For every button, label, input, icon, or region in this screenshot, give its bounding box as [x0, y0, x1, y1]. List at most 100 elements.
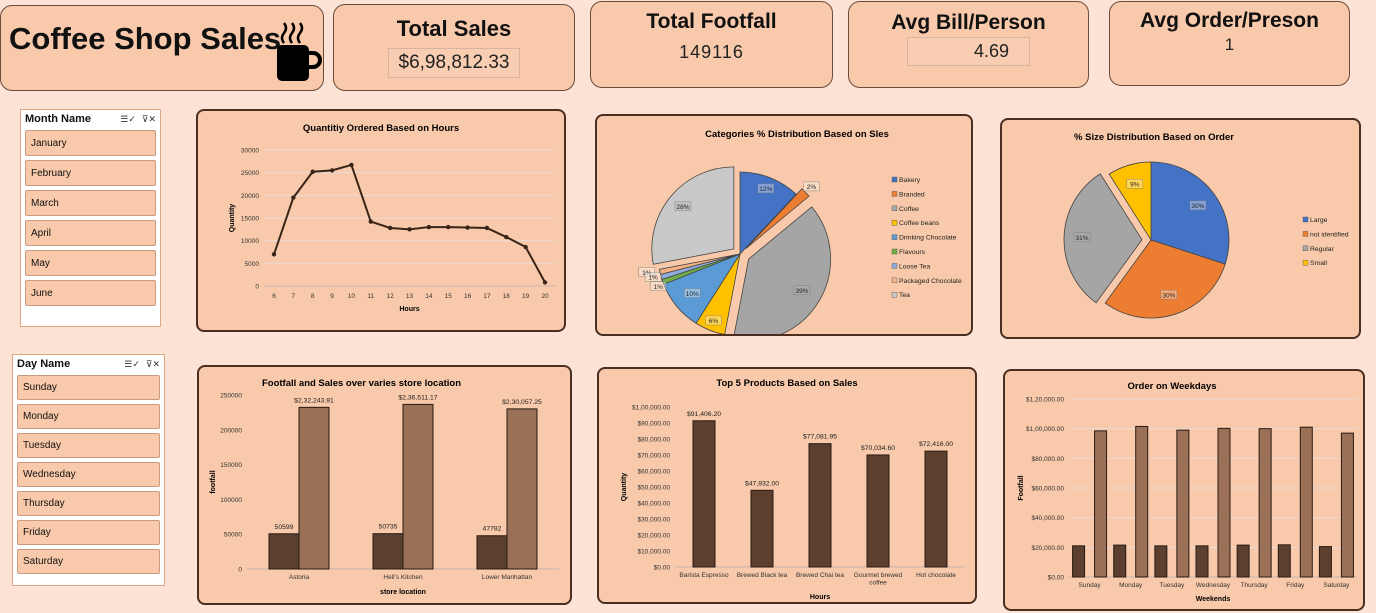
- chart-title: % Size Distribution Based on Order: [1074, 132, 1234, 143]
- chart-title: Top 5 Products Based on Sales: [716, 378, 857, 389]
- data-label: 1%: [642, 270, 652, 277]
- bar: [1195, 545, 1209, 578]
- clear-filter-icon[interactable]: ⊽✕: [141, 113, 156, 124]
- bar: [1340, 432, 1354, 578]
- x-tick-label: 17: [483, 293, 491, 300]
- bar: [298, 406, 330, 570]
- y-tick-label: 10000: [241, 238, 259, 245]
- series-line: [273, 163, 546, 283]
- legend-label: not identified: [1310, 231, 1349, 238]
- x-tick-label: 10: [348, 293, 356, 300]
- legend-swatch: [1302, 259, 1309, 266]
- chart-title: Order on Weekdays: [1127, 381, 1216, 392]
- pie-slice: [658, 253, 741, 275]
- x-tick-label: Friday: [1286, 582, 1305, 589]
- data-label-box: [650, 281, 667, 291]
- data-label: $72,416.00: [919, 441, 953, 448]
- total-footfall-card: Total Footfall 149116: [590, 1, 833, 88]
- x-tick-label: 18: [503, 293, 511, 300]
- slicer-item-tuesday[interactable]: Tuesday: [17, 433, 160, 458]
- stores-bar-chart: Footfall and Sales over varies store loc…: [197, 365, 572, 605]
- legend-swatch: [891, 263, 898, 269]
- legend-swatch: [891, 248, 898, 255]
- data-label: $91,406.20: [687, 411, 721, 418]
- slicer-item-wednesday[interactable]: Wednesday: [17, 462, 160, 487]
- data-point: [349, 162, 354, 168]
- bar: [476, 535, 508, 570]
- y-tick-label: 30000: [241, 148, 259, 155]
- slicer-item-saturday[interactable]: Saturday: [17, 549, 160, 574]
- slicer-item-friday[interactable]: Friday: [17, 520, 160, 545]
- y-tick-label: 200000: [220, 427, 242, 434]
- data-label-box: [1126, 179, 1144, 189]
- slicer-item-february[interactable]: February: [25, 160, 156, 186]
- y-tick-label: 25000: [241, 170, 259, 177]
- total-sales-value: $6,98,812.33: [387, 48, 521, 78]
- y-tick-label: $60,000.00: [637, 469, 670, 476]
- legend-swatch: [1302, 245, 1309, 252]
- avg-bill-card: Avg Bill/Person 4.69: [848, 1, 1089, 88]
- bar: [1176, 429, 1190, 578]
- y-tick-label: $10,000.00: [637, 549, 670, 556]
- multi-select-icon[interactable]: ☰✓: [120, 113, 136, 124]
- x-tick-label: Hot chocolate: [916, 572, 956, 579]
- slicer-item-january[interactable]: January: [25, 130, 156, 156]
- total-footfall-value: 149116: [679, 42, 744, 62]
- legend-swatch: [891, 219, 898, 226]
- data-label: 12%: [759, 186, 772, 193]
- total-sales-card: Total Sales $6,98,812.33: [333, 4, 575, 91]
- slicer-item-may[interactable]: May: [25, 250, 156, 276]
- multi-select-icon[interactable]: ☰✓: [124, 358, 140, 369]
- data-label-box: [1189, 200, 1207, 211]
- month-slicer-title: Month Name: [25, 113, 91, 125]
- slicer-item-sunday[interactable]: Sunday: [17, 375, 160, 400]
- data-label: $2,30,057.25: [502, 399, 542, 406]
- x-axis-title: store location: [380, 589, 426, 596]
- y-axis-title: footfall: [210, 470, 217, 493]
- total-sales-label: Total Sales: [396, 16, 512, 41]
- slicer-item-june[interactable]: June: [25, 280, 156, 306]
- x-tick-label: Tuesday: [1160, 582, 1185, 589]
- x-tick-label: 7: [292, 293, 296, 300]
- x-tick-label: 6: [272, 293, 276, 300]
- slicer-item-thursday[interactable]: Thursday: [17, 491, 160, 516]
- y-tick-label: 5000: [245, 261, 260, 268]
- data-point: [504, 234, 509, 240]
- y-tick-label: $60,000.00: [1031, 486, 1064, 493]
- data-point: [446, 224, 451, 230]
- y-tick-label: 250000: [220, 393, 242, 400]
- bar: [1135, 425, 1149, 578]
- x-tick-label: Barista Espresso: [679, 572, 729, 579]
- data-label: $2,32,243.91: [294, 397, 334, 404]
- bar: [372, 533, 404, 570]
- avg-order-value: 1: [1224, 35, 1235, 54]
- slicer-item-march[interactable]: March: [25, 190, 156, 216]
- bar: [808, 443, 832, 568]
- legend-label: Regular: [1310, 246, 1335, 253]
- y-tick-label: $0.00: [1048, 575, 1065, 582]
- clear-filter-icon[interactable]: ⊽✕: [145, 358, 160, 369]
- data-point: [310, 169, 315, 174]
- y-tick-label: $40,000.00: [1031, 515, 1064, 522]
- x-tick-label: Saturday: [1323, 582, 1350, 589]
- bar: [1113, 544, 1127, 578]
- x-axis-title: Hours: [810, 594, 830, 601]
- slicer-item-monday[interactable]: Monday: [17, 404, 160, 429]
- pie-slice: [1108, 161, 1152, 242]
- bar: [1299, 426, 1313, 578]
- x-tick-label: Brewed Chai tea: [796, 572, 844, 579]
- legend-label: Drinking Chocolate: [899, 235, 957, 242]
- slicer-item-april[interactable]: April: [25, 220, 156, 246]
- pie-slice: [745, 188, 810, 249]
- y-tick-label: $1,20,000.00: [1026, 397, 1064, 404]
- day-slicer: Day Name ☰✓ ⊽✕ Sunday Monday Tuesday Wed…: [12, 354, 165, 586]
- data-point: [329, 168, 335, 173]
- data-label-box: [644, 272, 662, 282]
- data-label-box: [638, 267, 656, 277]
- legend-swatch: [891, 234, 898, 240]
- data-label-box: [674, 201, 692, 212]
- x-tick-label: Sunday: [1079, 582, 1102, 589]
- bar: [402, 403, 434, 570]
- data-label: 30%: [1162, 292, 1175, 299]
- data-point: [542, 280, 548, 285]
